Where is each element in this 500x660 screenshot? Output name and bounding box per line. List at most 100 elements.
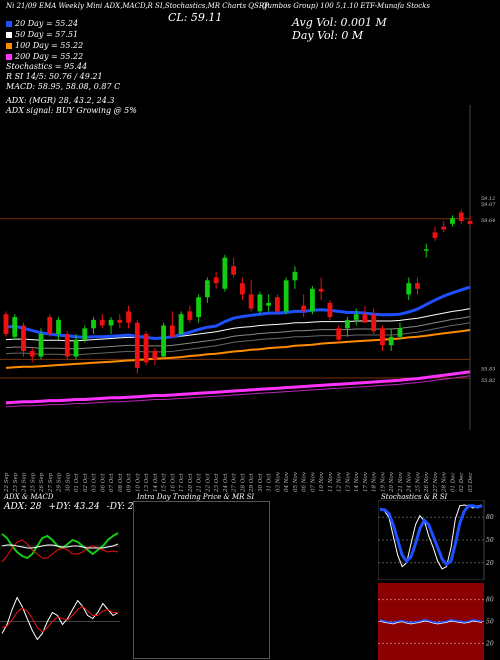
close-price-label: CL: 59.11 [168, 11, 223, 24]
date-tick-label: 23 Oct [214, 473, 220, 493]
date-tick-label: 29 Oct [249, 473, 255, 493]
candle-body [29, 350, 35, 357]
legend-ema20: 20 Day = 55.24 [6, 18, 83, 29]
date-tick-label: 05 Nov [293, 471, 299, 492]
price-label: 58.64 [481, 218, 495, 224]
date-tick-label: 06 Oct [100, 473, 106, 492]
close-placeholder [6, 118, 470, 268]
adx-stat-minus-di: -DY: 24.32 [106, 502, 154, 512]
stochastics-text: Stochastics = 95.44 [6, 62, 88, 71]
candle-body [143, 333, 149, 363]
date-tick-label: 28 Nov [442, 471, 448, 493]
candle-body [441, 226, 447, 230]
legend-swatch-ema100 [6, 42, 12, 49]
date-tick-label: 11 Nov [328, 471, 334, 492]
ema50-line [5, 308, 471, 342]
rsi-tick-label: 20 [485, 640, 494, 647]
header-top-right-text: (Jumbos Group) 100 5,1.10 ETF-Munafa Sto… [262, 2, 430, 10]
candle-body [204, 280, 210, 298]
stochastics-panel: 80 50 20 [378, 500, 494, 580]
legend-ema100: 100 Day = 55.22 [6, 40, 83, 51]
candle-body [292, 271, 298, 281]
ema50-lower-band-2 [5, 322, 471, 356]
candle-body [406, 283, 412, 295]
candle-body [196, 297, 202, 318]
candle-body [266, 302, 272, 306]
candle-body [388, 336, 394, 346]
date-tick-label: 22 Sep [4, 472, 10, 493]
date-tick-label: 29 Sep [57, 472, 63, 493]
date-tick-label: 03 Oct [92, 473, 98, 492]
legend-swatch-ema200 [6, 53, 12, 60]
date-tick-label: 01 Dec [450, 473, 456, 493]
legend-ema50: 50 Day = 57.51 [6, 29, 83, 40]
date-tick-label: 28 Oct [240, 473, 246, 493]
candle-body [187, 311, 193, 320]
date-tick-label: 30 Oct [258, 473, 264, 492]
candle-body [310, 288, 315, 312]
date-tick-label: 07 Nov [310, 471, 316, 492]
date-tick-label: 30 Sep [65, 472, 71, 492]
intraday-title: Intra Day Trading Price & MR SI [137, 493, 255, 501]
date-tick-label: 20 Nov [389, 471, 395, 493]
adx-macd-title: ADX & MACD [4, 493, 54, 501]
candle-body [415, 283, 420, 289]
candle-body [169, 325, 175, 337]
date-tick-label: 13 Nov [345, 471, 351, 492]
candle-body [12, 317, 18, 337]
candle-body [91, 319, 96, 329]
adx-series-line [1, 539, 119, 563]
candle-body [458, 212, 464, 222]
date-tick-label: 23 Sep [13, 472, 19, 493]
candle-body [336, 328, 342, 340]
legend-ema50-label: 50 Day = 57.51 [15, 30, 79, 39]
date-tick-label: 24 Oct [223, 473, 229, 493]
ema-legend: 20 Day = 55.24 50 Day = 57.51 100 Day = … [6, 18, 83, 62]
candle-body [423, 249, 429, 251]
date-tick-label: 03 Nov [275, 471, 281, 492]
adx-text: ADX: (MGR) 28, 43.2, 24.3 [6, 96, 115, 105]
stoch-tick-label: 50 [486, 537, 494, 544]
candle-body [301, 305, 307, 312]
date-tick-label: 27 Nov [433, 471, 439, 493]
candle-body [231, 266, 237, 275]
date-tick-label: 06 Nov [302, 471, 308, 492]
candle-body [222, 257, 228, 289]
date-tick-label: 14 Nov [354, 471, 360, 492]
candle-body [21, 325, 26, 351]
day-vol-label: Day Vol: 0 M [292, 29, 364, 42]
date-tick-label: 16 Oct [170, 473, 176, 492]
rsi-panel: 80 50 20 [378, 583, 494, 660]
stoch-tick-label: 20 [485, 560, 494, 567]
date-tick-label: 07 Oct [109, 473, 115, 492]
date-tick-label: 21 Nov [398, 471, 404, 493]
candle-body [108, 319, 114, 326]
date-tick-label: 19 Nov [380, 471, 386, 492]
candle-body [3, 314, 9, 334]
adx-stat-plus-di: +DY: 43.24 [48, 502, 100, 512]
macd-panel [0, 596, 120, 641]
date-tick-label: 20 Oct [188, 473, 194, 493]
adx-stats: ADX: 28 +DY: 43.24 -DY: 24.32 [4, 502, 153, 512]
candle-body [47, 317, 53, 334]
candle-body [239, 283, 245, 295]
candle-body [134, 322, 140, 368]
date-tick-label: 24 Sep [22, 472, 28, 493]
date-tick-label: 27 Oct [232, 473, 238, 493]
candle-body [318, 288, 324, 292]
candle-body [64, 333, 70, 357]
date-tick-label: 26 Sep [39, 472, 45, 493]
candle-body [345, 319, 350, 329]
price-label: 55.82 [481, 378, 495, 384]
date-tick-label: 18 Nov [372, 471, 378, 492]
rsi-tick-label: 50 [486, 619, 494, 626]
rsi-signal-line [379, 620, 483, 625]
candle-body [397, 328, 403, 337]
date-tick-label: 10 Oct [135, 473, 141, 492]
candle-body [467, 221, 473, 224]
candle-body [161, 325, 166, 357]
candle-body [152, 350, 158, 360]
candle-body [283, 280, 289, 312]
candle-body [178, 314, 184, 334]
